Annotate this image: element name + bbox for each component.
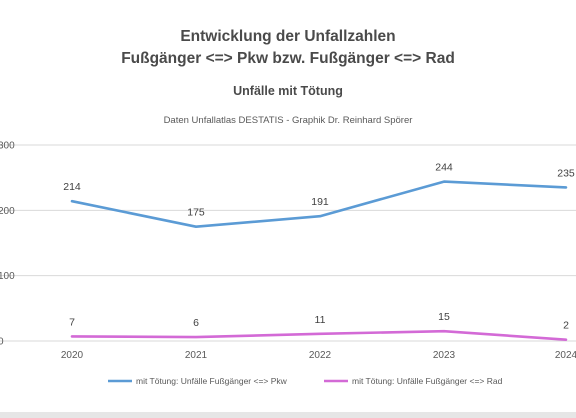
- chart-title-line-2: Fußgänger <=> Pkw bzw. Fußgänger <=> Rad: [121, 50, 455, 67]
- legend-item-pkw: mit Tötung: Unfälle Fußgänger <=> Pkw: [108, 376, 288, 386]
- legend-item-rad: mit Tötung: Unfälle Fußgänger <=> Rad: [324, 376, 503, 386]
- x-tick-label: 2022: [309, 350, 332, 361]
- x-tick-label: 2024: [555, 350, 576, 361]
- y-tick-label: 0: [0, 337, 4, 348]
- y-tick-label: 300: [0, 141, 15, 152]
- data-label: 191: [311, 196, 329, 208]
- data-label: 11: [315, 314, 326, 326]
- data-label: 175: [187, 207, 205, 219]
- data-label: 244: [435, 162, 453, 174]
- series-line-pkw: [70, 180, 568, 228]
- chart-subtitle: Unfälle mit Tötung: [233, 84, 343, 98]
- legend-label: mit Tötung: Unfälle Fußgänger <=> Rad: [352, 376, 503, 386]
- data-label: 7: [69, 316, 75, 328]
- legend: mit Tötung: Unfälle Fußgänger <=> Pkw mit…: [108, 376, 503, 386]
- data-label: 214: [63, 181, 81, 193]
- y-tick-label: 200: [0, 206, 15, 217]
- series-line-rad: [70, 329, 568, 341]
- x-tick-label: 2023: [433, 350, 456, 361]
- y-tick-label: 100: [0, 271, 15, 282]
- gridlines: [0, 144, 576, 342]
- axis-ticks: 0 100 200 300 2020 2021 2022 2023 2024: [0, 141, 576, 362]
- data-labels: 214 175 191 244 235 7 6 11 15 2: [63, 162, 575, 332]
- legend-label: mit Tötung: Unfälle Fußgänger <=> Pkw: [136, 376, 288, 386]
- chart-title-line-1: Entwicklung der Unfallzahlen: [180, 28, 395, 45]
- source-note: Daten Unfallatlas DESTATIS - Graphik Dr.…: [164, 115, 413, 126]
- data-label: 6: [193, 317, 199, 329]
- x-tick-label: 2021: [185, 350, 208, 361]
- data-label: 235: [557, 167, 575, 179]
- data-label: 2: [563, 320, 569, 332]
- data-label: 15: [438, 311, 450, 323]
- series-lines: [70, 180, 568, 341]
- x-tick-label: 2020: [61, 350, 84, 361]
